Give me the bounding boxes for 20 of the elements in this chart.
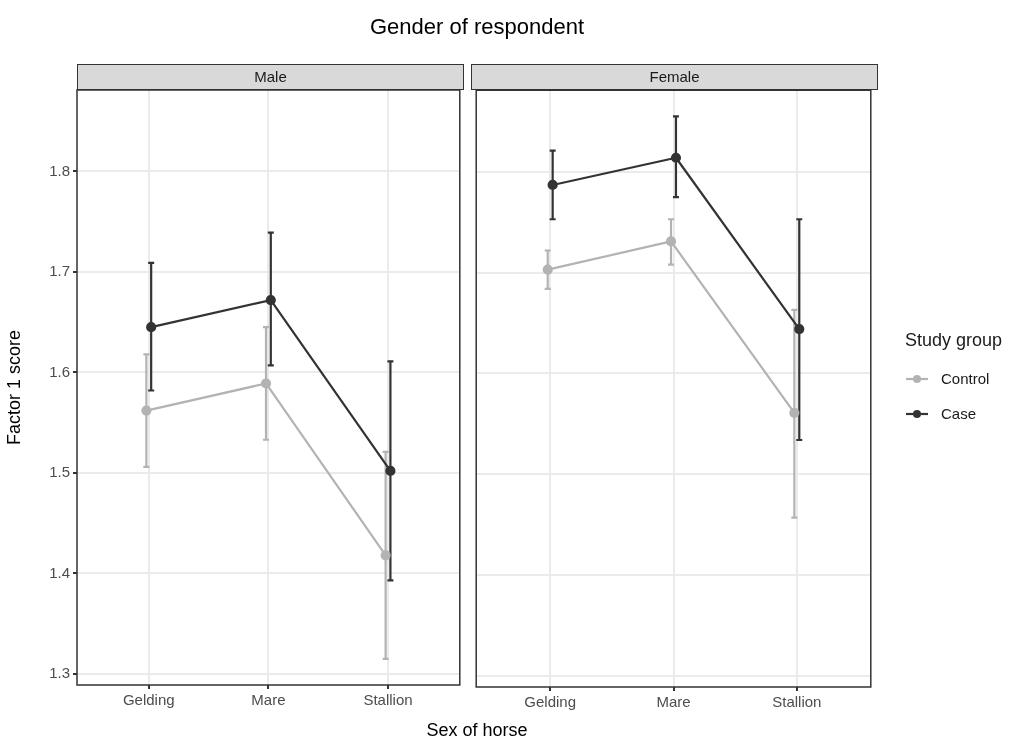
x-tick-label: Stallion (363, 691, 413, 709)
x-tick-label: Stallion (772, 692, 822, 710)
legend-title: Study group (905, 330, 1003, 351)
x-tick-label: Gelding (122, 691, 175, 709)
x-tick-label: Gelding (524, 692, 577, 710)
y-tick-label: 1.3 (49, 664, 70, 682)
y-tick-label: 1.6 (49, 362, 70, 380)
y-axis-title: Factor 1 score (3, 329, 24, 446)
y-tick-label: 1.8 (49, 161, 70, 179)
x-tick-label: Mare (656, 692, 691, 710)
chart-title: Male (77, 64, 464, 90)
y-tick-label: 1.7 (49, 262, 70, 280)
legend-label: Control (941, 370, 990, 387)
chart-title: Female (471, 64, 878, 90)
text: Gender of respondent (368, 14, 585, 40)
y-tick-label: 1.4 (49, 563, 70, 581)
x-tick-label: Mare (251, 691, 286, 709)
y-tick-label: 1.5 (49, 463, 70, 481)
x-axis-title: Sex of horse (425, 720, 529, 740)
legend-label: Case (941, 405, 977, 422)
